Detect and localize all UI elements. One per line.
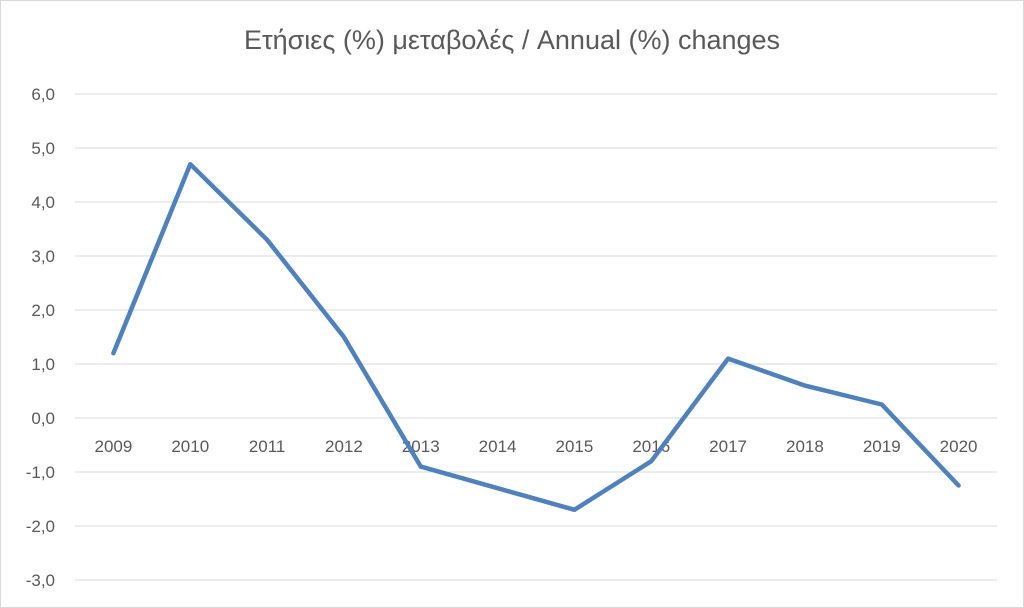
- x-tick-label: 2019: [863, 437, 901, 456]
- y-tick-label: -3,0: [26, 571, 55, 590]
- y-tick-label: 1,0: [31, 355, 55, 374]
- x-tick-label: 2018: [786, 437, 824, 456]
- x-tick-label: 2010: [171, 437, 209, 456]
- series-line: [111, 161, 961, 513]
- y-tick-label: 5,0: [31, 139, 55, 158]
- y-tick-label: -2,0: [26, 517, 55, 536]
- x-tick-label: 2014: [479, 437, 517, 456]
- y-tick-label: 4,0: [31, 193, 55, 212]
- y-tick-label: 3,0: [31, 247, 55, 266]
- x-tick-label: 2017: [709, 437, 747, 456]
- x-tick-label: 2020: [940, 437, 978, 456]
- x-tick-label: 2015: [556, 437, 594, 456]
- y-tick-label: 2,0: [31, 301, 55, 320]
- y-tick-label: -1,0: [26, 463, 55, 482]
- x-tick-label: 2011: [249, 437, 286, 456]
- y-tick-label: 0,0: [31, 409, 55, 428]
- y-tick-label: 6,0: [31, 85, 55, 104]
- x-tick-label: 2009: [95, 437, 133, 456]
- chart-title: Ετήσιες (%) μεταβολές / Annual (%) chang…: [243, 25, 781, 55]
- x-tick-label: 2012: [325, 437, 363, 456]
